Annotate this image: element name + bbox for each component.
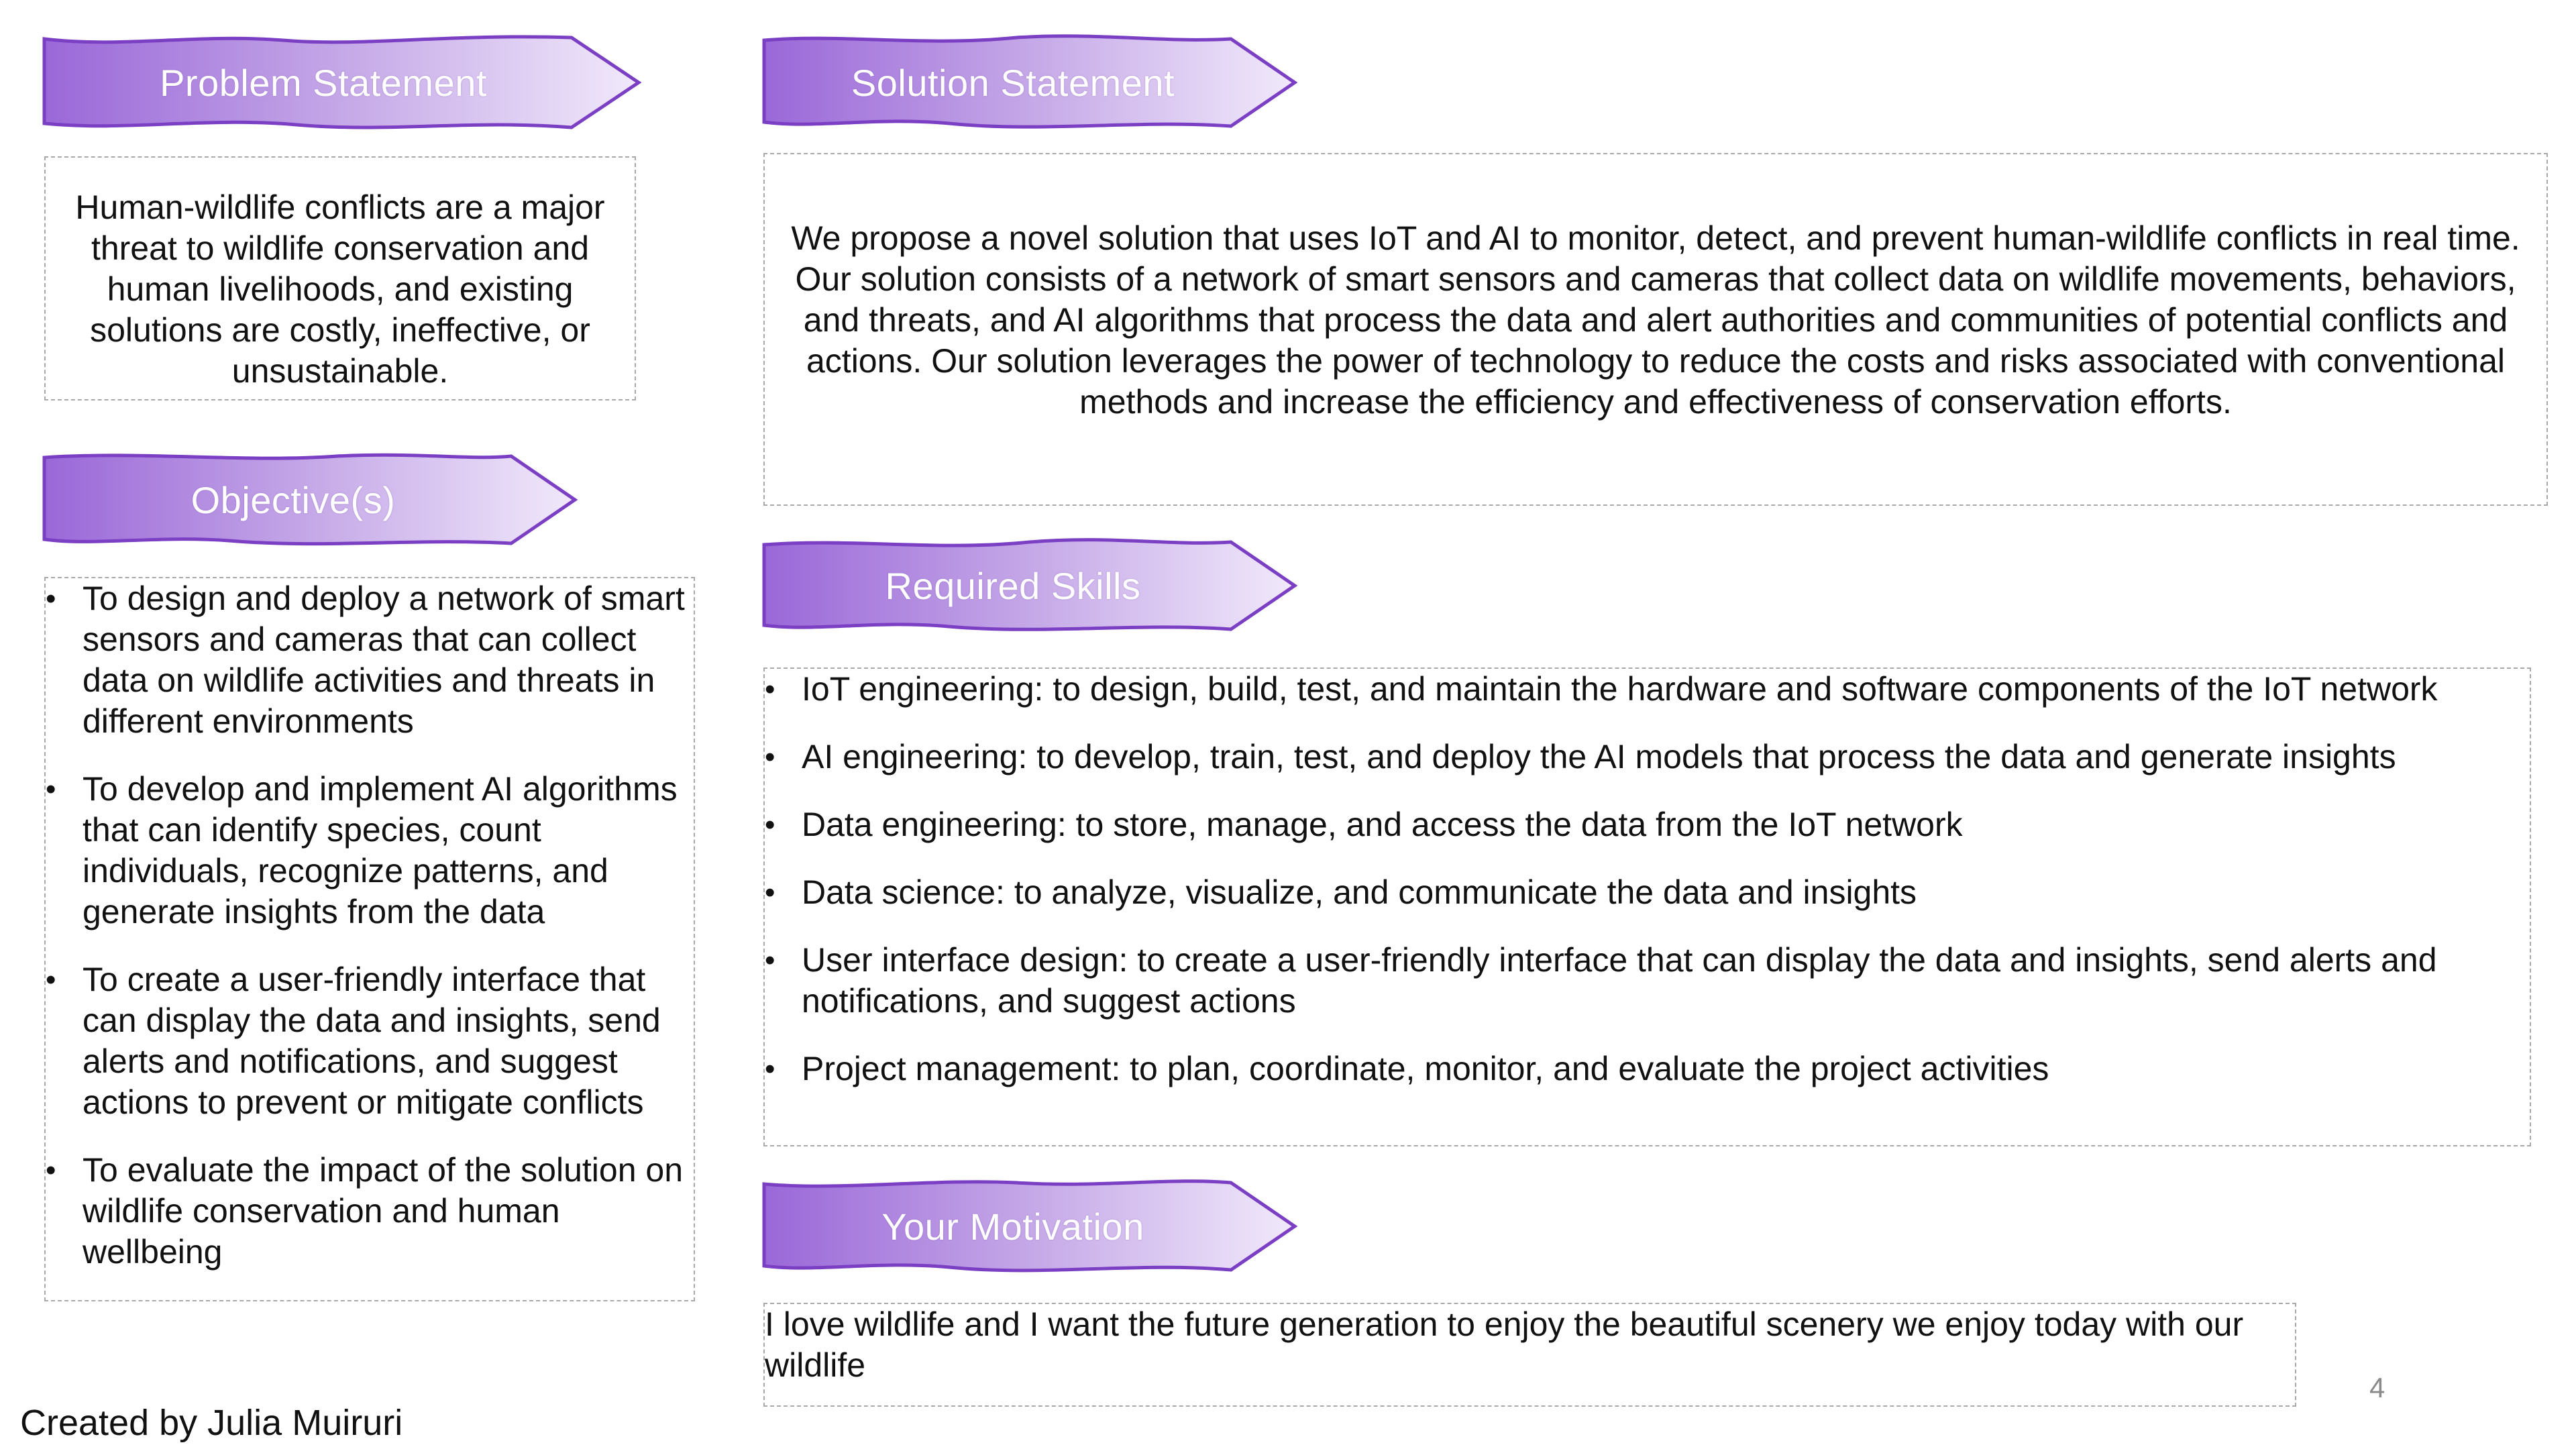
- banner-arrow-shape: [42, 35, 642, 129]
- bullet-icon: •: [765, 944, 775, 977]
- required-skills-banner: Required Skills: [761, 537, 1298, 635]
- bullet-icon: •: [46, 582, 56, 615]
- skill-item: • AI engineering: to develop, train, test…: [765, 737, 2530, 777]
- objective-item: • To evaluate the impact of the solution …: [46, 1151, 684, 1271]
- skill-item: • Data science: to analyze, visualize, an…: [765, 872, 2530, 913]
- banner-arrow-shape: [762, 538, 1298, 631]
- bullet-icon: •: [46, 773, 56, 806]
- banner-arrow-shape: [762, 34, 1298, 129]
- objective-item: • To create a user-friendly interface tha…: [46, 961, 661, 1121]
- bullet-icon: •: [765, 1053, 775, 1085]
- objective-item: • To develop and implement AI algorithms …: [46, 770, 678, 930]
- required-skills-box: • IoT engineering: to design, build, test…: [763, 667, 2531, 1146]
- bullet-icon: •: [765, 808, 775, 841]
- banner-arrow-shape: [762, 1179, 1298, 1273]
- objectives-box: • To design and deploy a network of smart…: [44, 577, 695, 1301]
- motivation-banner: Your Motivation: [761, 1177, 1298, 1275]
- solution-statement-text: We propose a novel solution that uses Io…: [791, 219, 2520, 421]
- solution-statement-banner: Solution Statement: [761, 34, 1298, 131]
- problem-statement-box: Human-wildlife conflicts are a major thr…: [44, 156, 636, 400]
- skill-item: • IoT engineering: to design, build, test…: [765, 669, 2530, 710]
- problem-statement-banner: Problem Statement: [42, 34, 642, 131]
- bullet-icon: •: [765, 673, 775, 706]
- skill-item: • Project management: to plan, coordinate…: [765, 1049, 2530, 1089]
- bullet-icon: •: [765, 876, 775, 909]
- banner-arrow-shape: [42, 453, 578, 546]
- objectives-banner: Objective(s): [42, 451, 578, 549]
- skill-item: • User interface design: to create a user…: [765, 941, 2437, 1020]
- objective-item: • To design and deploy a network of smart…: [46, 580, 685, 740]
- bullet-icon: •: [46, 963, 56, 996]
- solution-statement-title: Solution Statement: [851, 61, 1175, 104]
- motivation-box: I love wildlife and I want the future ge…: [763, 1303, 2296, 1407]
- motivation-text: I love wildlife and I want the future ge…: [765, 1305, 2244, 1384]
- bullet-icon: •: [46, 1154, 56, 1187]
- objectives-title: Objective(s): [191, 478, 396, 521]
- problem-statement-text: Human-wildlife conflicts are a major thr…: [75, 189, 605, 390]
- author-credit: Created by Julia Muiruri: [20, 1403, 403, 1443]
- page-number: 4: [2369, 1372, 2385, 1403]
- motivation-title: Your Motivation: [881, 1205, 1144, 1248]
- skill-item: • Data engineering: to store, manage, and…: [765, 804, 2530, 845]
- required-skills-list: • IoT engineering: to design, build, test…: [765, 669, 2530, 1116]
- solution-statement-box: We propose a novel solution that uses Io…: [763, 153, 2548, 506]
- objectives-list: • To design and deploy a network of smart…: [46, 578, 694, 1299]
- bullet-icon: •: [765, 741, 775, 773]
- problem-statement-title: Problem Statement: [160, 61, 487, 104]
- required-skills-title: Required Skills: [885, 564, 1141, 607]
